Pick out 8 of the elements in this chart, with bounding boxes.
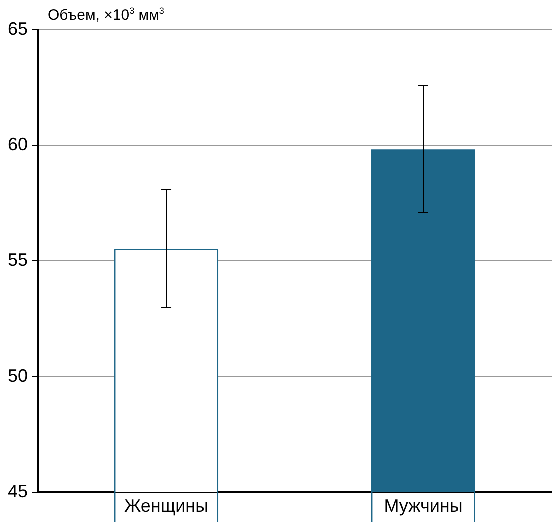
y-tick-label: 65	[8, 18, 28, 39]
y-axis-title: Объем, ×10$^{3}$ мм$^{3}$	[48, 6, 164, 24]
y-tick-label: 60	[8, 134, 28, 155]
y-tick-label: 50	[8, 366, 28, 386]
x-tick-label: Мужчины	[384, 496, 463, 516]
y-tick-label: 45	[8, 481, 28, 502]
x-tick-label: Женщины	[124, 496, 209, 516]
y-tick-label: 55	[8, 250, 28, 270]
